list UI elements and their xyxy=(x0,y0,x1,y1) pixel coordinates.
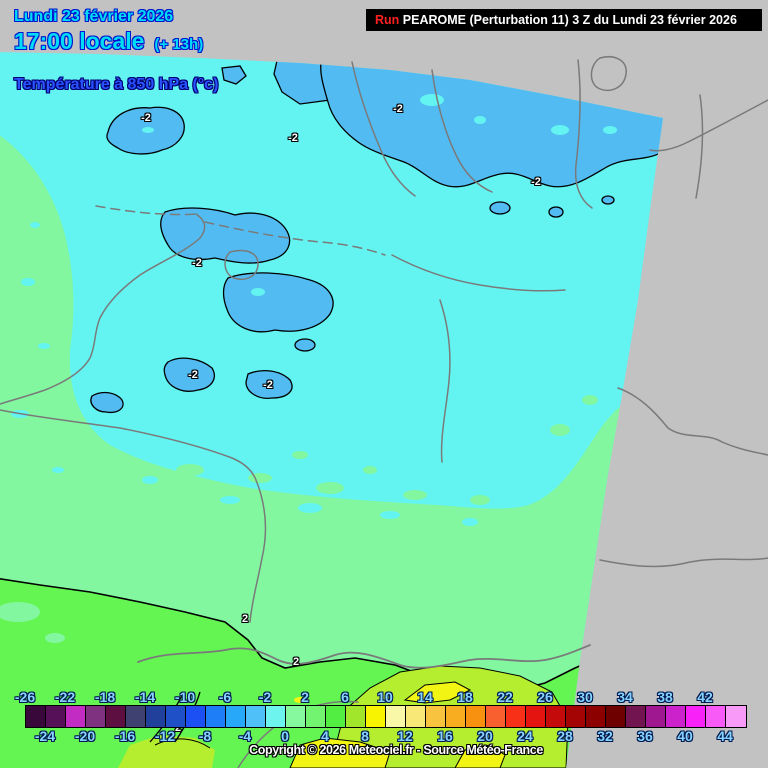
scale-cell xyxy=(486,706,506,727)
scale-label: 42 xyxy=(697,689,713,705)
scale-cell xyxy=(306,706,326,727)
scale-label: -16 xyxy=(114,728,136,744)
scale-label: 22 xyxy=(497,689,513,705)
scale-cell xyxy=(286,706,306,727)
scale-cell xyxy=(146,706,166,727)
scale-cell xyxy=(406,706,426,727)
scale-label: 24 xyxy=(517,728,533,744)
scale-label: 8 xyxy=(361,728,369,744)
run-banner: Run PEAROME (Perturbation 11) 3 Z du Lun… xyxy=(366,9,762,31)
scale-cell xyxy=(466,706,486,727)
scale-label: -10 xyxy=(174,689,196,705)
scale-cell xyxy=(26,706,46,727)
scale-label: 28 xyxy=(557,728,573,744)
scale-cell xyxy=(426,706,446,727)
scale-cell xyxy=(606,706,626,727)
scale-cell xyxy=(706,706,726,727)
scale-label: -14 xyxy=(134,689,156,705)
scale-label: 26 xyxy=(537,689,553,705)
country-borders xyxy=(0,56,768,768)
scale-label: 18 xyxy=(457,689,473,705)
scale-label: 40 xyxy=(677,728,693,744)
temperature-scale-bar xyxy=(25,705,747,728)
scale-cell xyxy=(586,706,606,727)
scale-cell xyxy=(326,706,346,727)
scale-label: 6 xyxy=(341,689,349,705)
cold-blue-patches xyxy=(90,52,663,414)
scale-cell xyxy=(366,706,386,727)
scale-cell xyxy=(126,706,146,727)
scale-cell xyxy=(106,706,126,727)
scale-cell xyxy=(346,706,366,727)
scale-label: 36 xyxy=(637,728,653,744)
scale-cell xyxy=(686,706,706,727)
scale-label: 38 xyxy=(657,689,673,705)
scale-label: 34 xyxy=(617,689,633,705)
scale-label: 2 xyxy=(301,689,309,705)
copyright-label: Copyright © 2026 Meteociel.fr - Source M… xyxy=(249,743,543,757)
scale-label: 32 xyxy=(597,728,613,744)
southwest-yellow-green xyxy=(118,735,215,768)
scale-label: 0 xyxy=(281,728,289,744)
scale-cell xyxy=(546,706,566,727)
scale-label: -2 xyxy=(258,689,272,705)
scale-label: 14 xyxy=(417,689,433,705)
scale-cell xyxy=(666,706,686,727)
scale-cell xyxy=(646,706,666,727)
scale-label: -6 xyxy=(218,689,232,705)
scale-label: -18 xyxy=(94,689,116,705)
scale-cell xyxy=(66,706,86,727)
scale-label: -24 xyxy=(34,728,56,744)
parameter-label: Température à 850 hPa (°c) xyxy=(14,76,219,93)
alps-yellow-patches xyxy=(289,681,506,768)
scale-cell xyxy=(446,706,466,727)
scale-label: -22 xyxy=(54,689,76,705)
mild-spots-in-warm xyxy=(0,602,65,643)
scale-label: 4 xyxy=(321,728,329,744)
scale-cell xyxy=(206,706,226,727)
scale-label: 10 xyxy=(377,689,393,705)
scale-label: -12 xyxy=(154,728,176,744)
scale-cell xyxy=(166,706,186,727)
scale-label: 12 xyxy=(397,728,413,744)
scale-cell xyxy=(386,706,406,727)
scale-label: -20 xyxy=(74,728,96,744)
scale-label: 20 xyxy=(477,728,493,744)
scale-cell xyxy=(246,706,266,727)
scale-cell xyxy=(186,706,206,727)
scale-cell xyxy=(726,706,746,727)
scale-cell xyxy=(266,706,286,727)
scale-cell xyxy=(86,706,106,727)
scale-cell xyxy=(626,706,646,727)
scale-cell xyxy=(226,706,246,727)
scale-top-labels: -26 -22 -18 -14 -10 -6 -2 2 6 10 14 18 22 26 30 34 38 42 xyxy=(0,689,768,705)
run-word: Run xyxy=(375,13,400,27)
scale-cell xyxy=(46,706,66,727)
run-description: PEAROME (Perturbation 11) 3 Z du Lundi 2… xyxy=(399,13,737,27)
time-row: 17:00 locale (+ 13h) xyxy=(14,28,203,55)
forecast-offset-label: (+ 13h) xyxy=(154,36,204,53)
green-mottle-spots xyxy=(176,395,598,505)
scale-cell xyxy=(566,706,586,727)
local-time-label: 17:00 locale xyxy=(14,28,145,54)
scale-label: -8 xyxy=(198,728,212,744)
scale-bottom-labels: -24 -20 -16 -12 -8 -4 0 4 8 12 16 20 24 28 32 36 40 44 xyxy=(0,728,768,744)
scale-label: 30 xyxy=(577,689,593,705)
model-domain xyxy=(0,52,663,768)
header: Lundi 23 février 2026 17:00 locale (+ 13h… xyxy=(14,8,203,55)
scale-cell xyxy=(506,706,526,727)
scale-label: -26 xyxy=(14,689,36,705)
scale-label: -4 xyxy=(238,728,252,744)
scale-label: 16 xyxy=(437,728,453,744)
scale-cell xyxy=(526,706,546,727)
scale-label: 44 xyxy=(717,728,733,744)
date-label: Lundi 23 février 2026 xyxy=(14,8,174,25)
